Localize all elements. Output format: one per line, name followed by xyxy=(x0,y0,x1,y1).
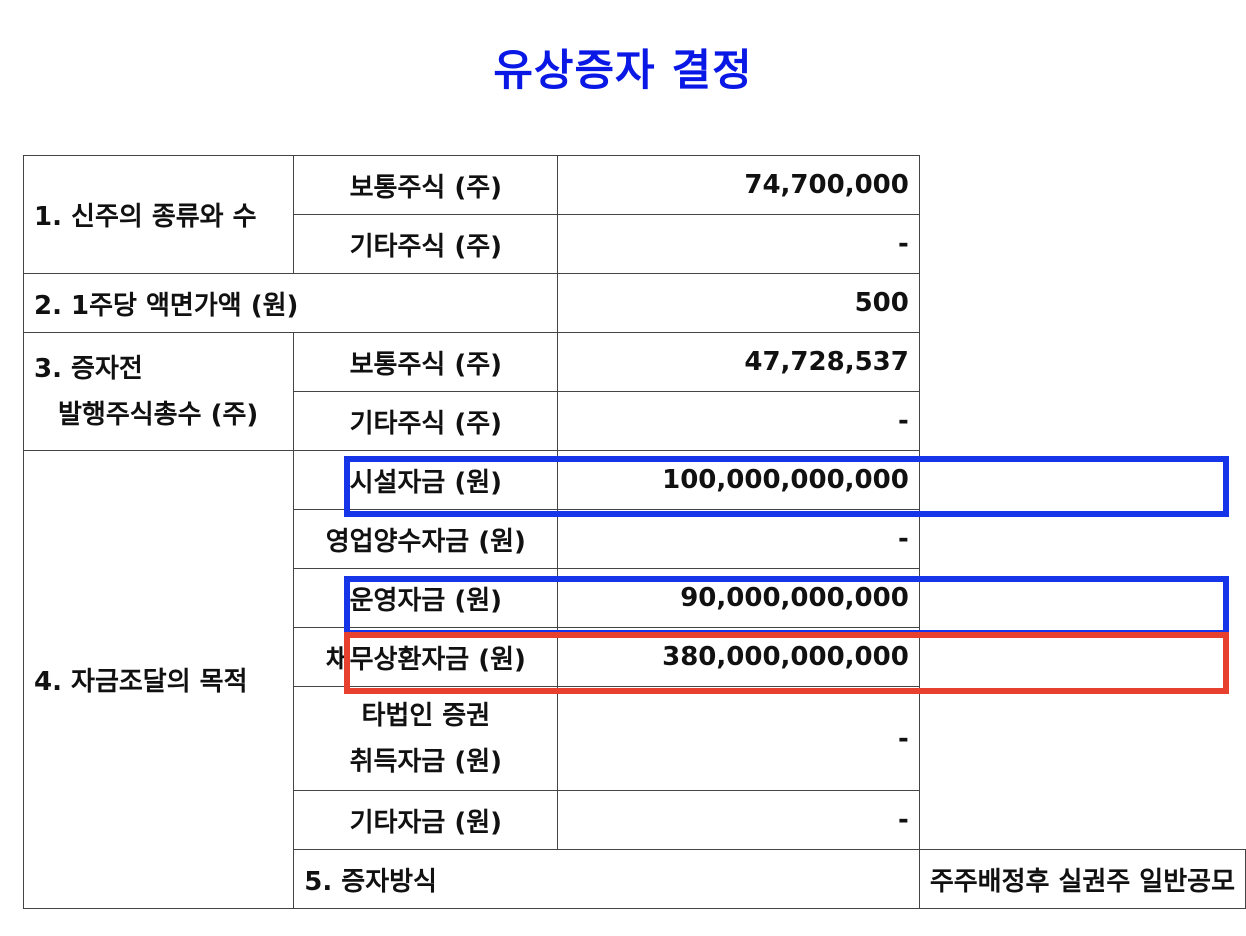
rights-offering-table: 1. 신주의 종류와 수 보통주식 (주) 74,700,000 기타주식 (주… xyxy=(22,155,1246,909)
cell-label: 영업양수자금 (원) xyxy=(293,509,559,569)
table-row: 4. 자금조달의 목적 시설자금 (원) 100,000,000,000 xyxy=(22,450,1246,909)
cell-value: 47,728,537 xyxy=(557,332,920,392)
cell-label: 타법인 증권 취득자금 (원) xyxy=(293,686,559,791)
cell-label: 기타자금 (원) xyxy=(293,790,559,850)
table-row: 영업양수자금 (원) - xyxy=(24,509,1246,569)
row-header-offering-method: 5. 증자방식 xyxy=(293,849,920,909)
document-title: 유상증자 결정 xyxy=(493,46,753,96)
table-row: 2. 1주당 액면가액 (원) 500 xyxy=(22,273,1246,333)
cell-value: 90,000,000,000 xyxy=(557,568,920,628)
cell-label-line: 취득자금 (원) xyxy=(349,746,503,777)
cell-label: 기타주식 (주) xyxy=(293,214,559,274)
cell-label: 보통주식 (주) xyxy=(293,155,559,215)
cell-value: 100,000,000,000 xyxy=(557,450,920,510)
cell-label: 시설자금 (원) xyxy=(293,450,559,510)
cell-value: - xyxy=(557,391,920,451)
cell-label: 채무상환자금 (원) xyxy=(293,627,559,687)
cell-label: 운영자금 (원) xyxy=(293,568,559,628)
cell-label: 기타주식 (주) xyxy=(293,391,559,451)
cell-value: 500 xyxy=(557,273,920,333)
table-row: 타법인 증권 취득자금 (원) - xyxy=(24,686,1246,791)
row-header-new-shares: 1. 신주의 종류와 수 xyxy=(22,155,295,274)
cell-value: 주주배정후 실권주 일반공모 xyxy=(918,849,1246,909)
cell-value: - xyxy=(557,790,920,850)
row-header-fund-purpose: 4. 자금조달의 목적 xyxy=(22,450,295,909)
cell-value: - xyxy=(557,686,920,791)
cell-value: - xyxy=(557,214,920,274)
table-row: 1. 신주의 종류와 수 보통주식 (주) 74,700,000 xyxy=(22,155,1246,274)
cell-label: 보통주식 (주) xyxy=(293,332,559,392)
cell-label-line: 타법인 증권 xyxy=(361,700,491,731)
table-row: 5. 증자방식 주주배정후 실권주 일반공모 xyxy=(24,849,1246,909)
table-row: 기타자금 (원) - xyxy=(24,790,1246,850)
row-header-line: 3. 증자전 xyxy=(34,353,143,384)
row-header-shares-before: 3. 증자전 발행주식총수 (주) xyxy=(22,332,295,451)
table-row: 기타주식 (주) - xyxy=(24,391,1246,451)
cell-value: 380,000,000,000 xyxy=(557,627,920,687)
table-row: 3. 증자전 발행주식총수 (주) 보통주식 (주) 47,728,537 xyxy=(22,332,1246,451)
row-header-line: 발행주식총수 (주) xyxy=(58,399,259,430)
table-row: 기타주식 (주) - xyxy=(24,214,1246,274)
cell-value: - xyxy=(557,509,920,569)
cell-value: 74,700,000 xyxy=(557,155,920,215)
row-header-par-value: 2. 1주당 액면가액 (원) xyxy=(22,273,559,333)
